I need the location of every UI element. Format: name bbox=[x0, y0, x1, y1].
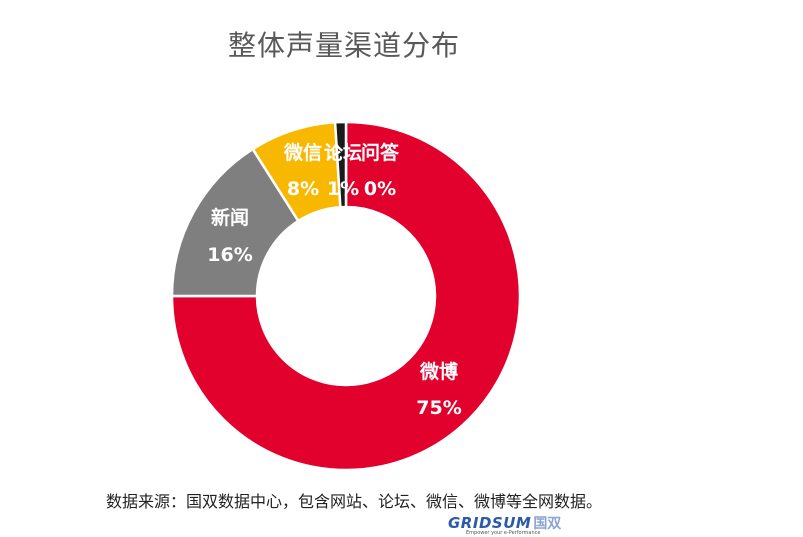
label-weibo-pct: 75% bbox=[416, 397, 462, 419]
label-qa-pct: 0% bbox=[363, 178, 397, 200]
logo-cn: 国双 bbox=[533, 516, 562, 532]
label-qa: 问答 0% bbox=[355, 137, 405, 205]
label-wechat-pct: 8% bbox=[286, 178, 320, 200]
logo-brand: GRIDSUM bbox=[448, 514, 532, 532]
label-wechat: 微信 8% bbox=[278, 137, 328, 205]
label-qa-name: 问答 bbox=[360, 142, 399, 164]
logo-tagline: Empower your e-Performance bbox=[466, 530, 541, 536]
label-forum-pct: 1% bbox=[326, 178, 360, 200]
label-forum-name: 论坛 bbox=[323, 142, 362, 164]
label-wechat-name: 微信 bbox=[283, 142, 322, 164]
gridsum-logo: GRIDSUM 国双 Empower your e-Performance bbox=[448, 513, 588, 537]
label-weibo: 微博 75% bbox=[410, 356, 468, 424]
label-weibo-name: 微博 bbox=[419, 361, 458, 383]
label-forum: 论坛 1% bbox=[318, 137, 368, 205]
label-news-pct: 16% bbox=[207, 244, 253, 266]
slice-forum[interactable] bbox=[333, 120, 348, 209]
label-news-name: 新闻 bbox=[210, 207, 249, 229]
data-source-note: 数据来源：国双数据中心，包含网站、论坛、微信、微博等全网数据。 bbox=[106, 492, 603, 511]
label-news: 新闻 16% bbox=[202, 202, 258, 271]
slice-weibo[interactable] bbox=[170, 120, 522, 472]
chart-title: 整体声量渠道分布 bbox=[228, 29, 461, 62]
